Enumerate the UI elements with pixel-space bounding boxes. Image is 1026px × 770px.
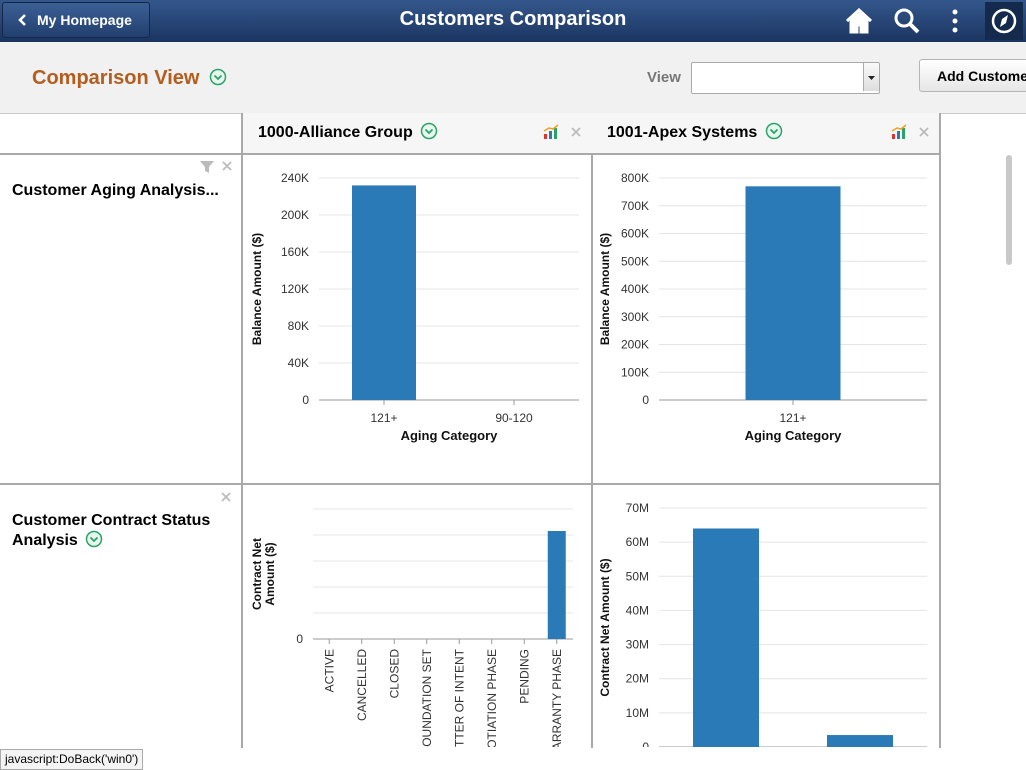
y-tick-label: 160K <box>281 245 309 259</box>
select-arrow <box>863 63 879 91</box>
y-tick-label: 700K <box>621 199 649 213</box>
row-header: Customer Contract Status Analysis <box>0 483 243 748</box>
comparison-grid: 1000-Alliance Group 1001-Apex Systems Cu… <box>0 113 941 748</box>
dropdown-icon[interactable] <box>420 122 438 140</box>
row-tools[interactable] <box>198 159 238 175</box>
y-tick-label: 0 <box>302 393 309 407</box>
y-tick-label: 200K <box>621 338 649 352</box>
y-tick-label: 120K <box>281 282 309 296</box>
add-customer-button[interactable]: Add Customer <box>919 59 1026 92</box>
row-title: Customer Contract Status Analysis <box>12 512 211 549</box>
y-axis-label: Contract Net Amount ($) <box>598 558 612 696</box>
column-title: 1001-Apex Systems <box>607 124 758 141</box>
column-title: 1000-Alliance Group <box>258 124 413 141</box>
y-tick-label: 100K <box>621 365 649 379</box>
scrollbar[interactable] <box>1006 155 1012 265</box>
home-icon[interactable] <box>845 8 873 34</box>
dropdown-icon[interactable] <box>85 530 103 548</box>
y-tick-label: 300K <box>621 310 649 324</box>
x-tick-label: WARRANTY PHASE <box>550 649 564 747</box>
more-icon[interactable] <box>950 8 960 34</box>
bar <box>693 528 759 747</box>
view-label: View <box>647 69 681 86</box>
dropdown-icon[interactable] <box>209 68 227 86</box>
y-tick-label: 40M <box>626 603 649 617</box>
y-tick-label: 50M <box>626 569 649 583</box>
y-tick-label: 240K <box>281 171 309 185</box>
y-axis-label: Balance Amount ($) <box>598 233 612 345</box>
x-tick-label: ACTIVE <box>322 649 336 692</box>
dropdown-icon[interactable] <box>765 122 783 140</box>
x-tick-label: PENDING <box>517 649 531 704</box>
y-tick-label: 30M <box>626 638 649 652</box>
view-select[interactable] <box>691 62 880 94</box>
chart: 0 40K 80K 120K 160K 200K 240K 121+ 90-120 Aging C… <box>250 171 579 443</box>
column-header: 1001-Apex Systems <box>591 113 941 155</box>
x-tick-label: 121+ <box>370 411 397 425</box>
bar <box>547 531 566 639</box>
y-tick-label: 0 <box>642 740 649 747</box>
close-icon[interactable] <box>571 127 581 137</box>
bar <box>745 186 841 400</box>
chart-cell: 0 ACTIVE CANCELLED CLOSED FOUNDATION SET LETT… <box>241 483 593 748</box>
chart-cell: 0 100K 200K 300K 400K 500K 600K 700K 800K 121+ Agi… <box>591 153 941 485</box>
header-bar: My Homepage Customers Comparison <box>0 0 1026 42</box>
y-tick-label: 800K <box>621 171 649 185</box>
y-tick-label: 40K <box>288 356 309 370</box>
view-title[interactable]: Comparison View <box>32 67 227 90</box>
chart: 0 100K 200K 300K 400K 500K 600K 700K 800K 121+ Agi… <box>598 171 927 443</box>
view-title-text: Comparison View <box>32 67 200 89</box>
bar <box>352 185 416 400</box>
y-tick-label: 0 <box>642 393 649 407</box>
chart-icon[interactable] <box>891 124 907 140</box>
close-icon[interactable] <box>220 491 232 503</box>
search-icon[interactable] <box>894 8 920 34</box>
x-tick-label: NEGOTIATION PHASE <box>485 649 499 747</box>
bar <box>827 735 893 747</box>
y-axis-label: Amount ($) <box>263 542 277 605</box>
corner-cell <box>0 113 243 155</box>
close-icon[interactable] <box>919 127 929 137</box>
chart: 0 10M 20M 30M 40M 50M 60M 70M Contract Net Amoun… <box>598 501 927 748</box>
y-axis-label: Contract Net <box>250 538 264 610</box>
column-header: 1000-Alliance Group <box>241 113 593 155</box>
y-tick-label: 0 <box>296 632 303 646</box>
x-axis-label: Aging Category <box>401 428 499 443</box>
row-title: Customer Aging Analysis... <box>12 182 219 199</box>
back-arrow <box>18 14 26 26</box>
y-tick-label: 400K <box>621 282 649 296</box>
chart-icon[interactable] <box>543 124 559 140</box>
x-tick-label: 90-120 <box>495 411 533 425</box>
y-tick-label: 20M <box>626 672 649 686</box>
y-tick-label: 80K <box>288 319 309 333</box>
x-axis-label: Aging Category <box>745 428 843 443</box>
x-tick-label: 121+ <box>779 411 806 425</box>
navbar-icon[interactable] <box>985 2 1023 40</box>
y-tick-label: 70M <box>626 501 649 515</box>
y-tick-label: 60M <box>626 535 649 549</box>
chart-cell: 0 40K 80K 120K 160K 200K 240K 121+ 90-120 Aging C… <box>241 153 593 485</box>
x-tick-label: FOUNDATION SET <box>420 648 434 747</box>
page-title: Customers Comparison <box>399 8 627 30</box>
y-axis-label: Balance Amount ($) <box>250 233 264 345</box>
back-button[interactable]: My Homepage <box>2 2 150 38</box>
y-tick-label: 200K <box>281 208 309 222</box>
y-tick-label: 10M <box>626 706 649 720</box>
chart-cell: 0 10M 20M 30M 40M 50M 60M 70M Contract Net Amoun… <box>591 483 941 748</box>
x-tick-label: LETTER OF INTENT <box>452 648 466 747</box>
select-caret <box>868 76 875 80</box>
x-tick-label: CANCELLED <box>355 649 369 721</box>
x-tick-label: CLOSED <box>387 649 401 699</box>
y-tick-label: 600K <box>621 227 649 241</box>
chart: 0 ACTIVE CANCELLED CLOSED FOUNDATION SET LETT… <box>250 508 573 748</box>
y-tick-label: 500K <box>621 254 649 268</box>
status-bar: javascript:DoBack('win0') <box>0 749 144 770</box>
back-label: My Homepage <box>37 12 132 28</box>
row-header: Customer Aging Analysis... <box>0 153 243 485</box>
